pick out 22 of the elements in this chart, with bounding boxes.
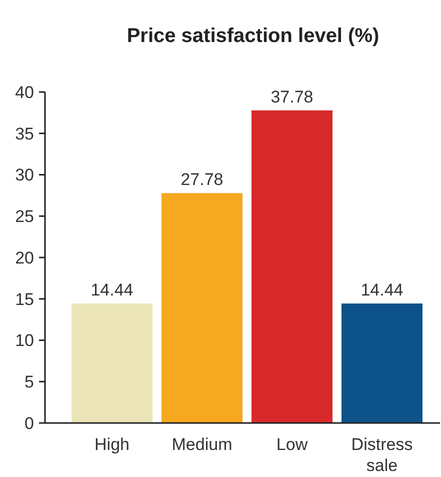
y-tick-label: 5: [24, 372, 34, 392]
y-tick-label: 20: [15, 248, 34, 268]
chart-title: Price satisfaction level (%): [126, 25, 380, 47]
y-tick-label: 35: [15, 124, 34, 144]
y-tick-label: 15: [15, 290, 34, 309]
bar: [72, 304, 152, 423]
y-tick-label: 40: [15, 82, 34, 102]
y-tick-label: 30: [15, 166, 34, 185]
y-tick-label: 10: [15, 331, 34, 350]
data-label: 14.44: [360, 280, 404, 300]
x-tick-label: High: [94, 435, 130, 454]
y-tick-label: 25: [15, 207, 34, 226]
x-tick-label: Low: [276, 435, 308, 454]
bar: [252, 110, 332, 423]
x-tick-label: Medium: [172, 435, 232, 454]
data-label: 14.44: [90, 280, 134, 300]
bar: [342, 304, 422, 423]
data-label: 37.78: [270, 87, 314, 106]
data-label: 27.78: [180, 170, 224, 190]
x-tick-label: Distress sale: [351, 435, 413, 475]
y-tick-label: 0: [24, 414, 34, 433]
bar: [162, 193, 242, 423]
